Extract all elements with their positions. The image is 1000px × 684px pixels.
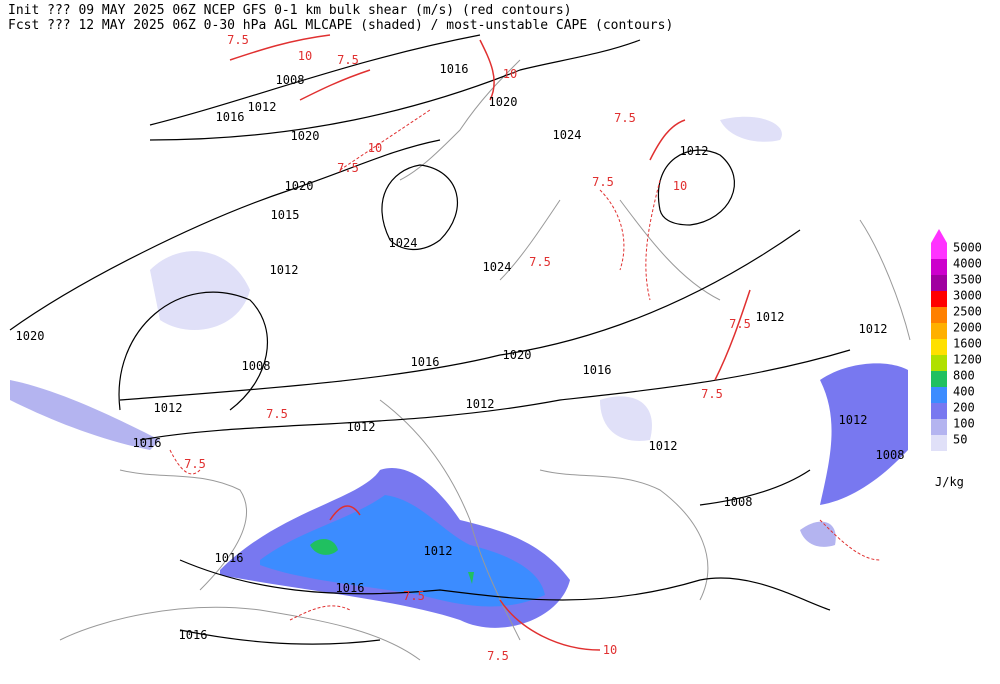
legend-swatch: [931, 243, 947, 259]
shear-label: 7.5: [729, 317, 751, 331]
legend-swatch: [931, 355, 947, 371]
isobar-label: 1012: [270, 263, 299, 277]
isobar-label: 1016: [133, 436, 162, 450]
legend-swatch: [931, 275, 947, 291]
header-line: Init ??? 09 MAY 2025 06Z NCEP GFS 0-1 km…: [8, 3, 572, 18]
isobar-label: 1016: [216, 110, 245, 124]
shear-label: 7.5: [337, 161, 359, 175]
legend-label: 800: [953, 369, 975, 383]
legend-swatch: [931, 323, 947, 339]
legend-label: 1600: [953, 337, 982, 351]
isobar-label: 1016: [440, 62, 469, 76]
isobar-label: 1012: [839, 413, 868, 427]
isobar-label: 1012: [649, 439, 678, 453]
shear-label: 7.5: [529, 255, 551, 269]
shear-label: 7.5: [227, 33, 249, 47]
shear-label: 10: [603, 643, 617, 657]
isobar-label: 1015: [271, 208, 300, 222]
legend-label: 2500: [953, 305, 982, 319]
legend-label: 100: [953, 417, 975, 431]
isobar-label: 1024: [553, 128, 582, 142]
isobar-label: 1008: [724, 495, 753, 509]
isobar-label: 1024: [389, 236, 418, 250]
isobar-label: 1016: [215, 551, 244, 565]
legend-label: 4000: [953, 257, 982, 271]
shear-label: 7.5: [403, 589, 425, 603]
isobar-label: 1016: [179, 628, 208, 642]
isobar-label: 1012: [347, 420, 376, 434]
legend-swatch: [931, 403, 947, 419]
isobars: [9, 34, 851, 645]
isobar-label: 1012: [680, 144, 709, 158]
legend-swatch: [931, 259, 947, 275]
isobar-label: 1012: [248, 100, 277, 114]
isobar-label: 1020: [16, 329, 45, 343]
isobar-label: 1020: [285, 179, 314, 193]
shear-label: 7.5: [184, 457, 206, 471]
header-line: Fcst ??? 12 MAY 2025 06Z 0-30 hPa AGL ML…: [8, 18, 673, 33]
shear-labels: 7.5 10 7.5 10 7.5 10 7.5 7.5 10 7.5 7.5 7.5 7.5 7.5 7.…: [184, 33, 751, 663]
shear-label: 7.5: [266, 407, 288, 421]
legend-label: 5000: [953, 241, 982, 255]
legend-swatch: [931, 419, 947, 435]
legend-label: 3500: [953, 273, 982, 287]
isobar-label: 1020: [291, 129, 320, 143]
legend-label: 1200: [953, 353, 982, 367]
isobar-label: 1012: [859, 322, 888, 336]
isobar-label: 1012: [756, 310, 785, 324]
isobar-labels: 1008101210161020101610201024101210201015…: [16, 62, 905, 642]
coastlines: [59, 59, 911, 661]
isobar-label: 1012: [424, 544, 453, 558]
shear-label: 10: [368, 141, 382, 155]
shear-label: 7.5: [614, 111, 636, 125]
legend-swatch: [931, 307, 947, 323]
isobar-label: 1012: [154, 401, 183, 415]
isobar-label: 1008: [276, 73, 305, 87]
cape-shading: [10, 116, 908, 628]
legend-swatch: [931, 339, 947, 355]
legend-swatch: [931, 435, 947, 451]
legend-label: 400: [953, 385, 975, 399]
legend-swatch: [931, 291, 947, 307]
shear-contours: [169, 34, 881, 651]
legend-swatch: [931, 371, 947, 387]
shear-label: 7.5: [487, 649, 509, 663]
isobar-label: 1024: [483, 260, 512, 274]
isobar-label: 1012: [466, 397, 495, 411]
isobar-label: 1020: [489, 95, 518, 109]
legend-arrow: [931, 229, 947, 243]
shear-label: 7.5: [592, 175, 614, 189]
shear-label: 7.5: [337, 53, 359, 67]
legend-label: 2000: [953, 321, 982, 335]
isobar-label: 1016: [411, 355, 440, 369]
isobar-label: 1020: [503, 348, 532, 362]
legend-unit: J/kg: [935, 475, 964, 489]
legend-label: 50: [953, 433, 967, 447]
legend-swatch: [931, 387, 947, 403]
shear-label: 7.5: [701, 387, 723, 401]
isobar-label: 1016: [336, 581, 365, 595]
legend: 5000 4000 3500 3000 2500 2000 1600 1200 800 400 20…: [931, 229, 982, 489]
shear-label: 10: [298, 49, 312, 63]
legend-label: 3000: [953, 289, 982, 303]
isobar-label: 1008: [876, 448, 905, 462]
isobar-label: 1016: [583, 363, 612, 377]
shear-label: 10: [503, 67, 517, 81]
shear-label: 10: [673, 179, 687, 193]
legend-label: 200: [953, 401, 975, 415]
isobar-label: 1008: [242, 359, 271, 373]
